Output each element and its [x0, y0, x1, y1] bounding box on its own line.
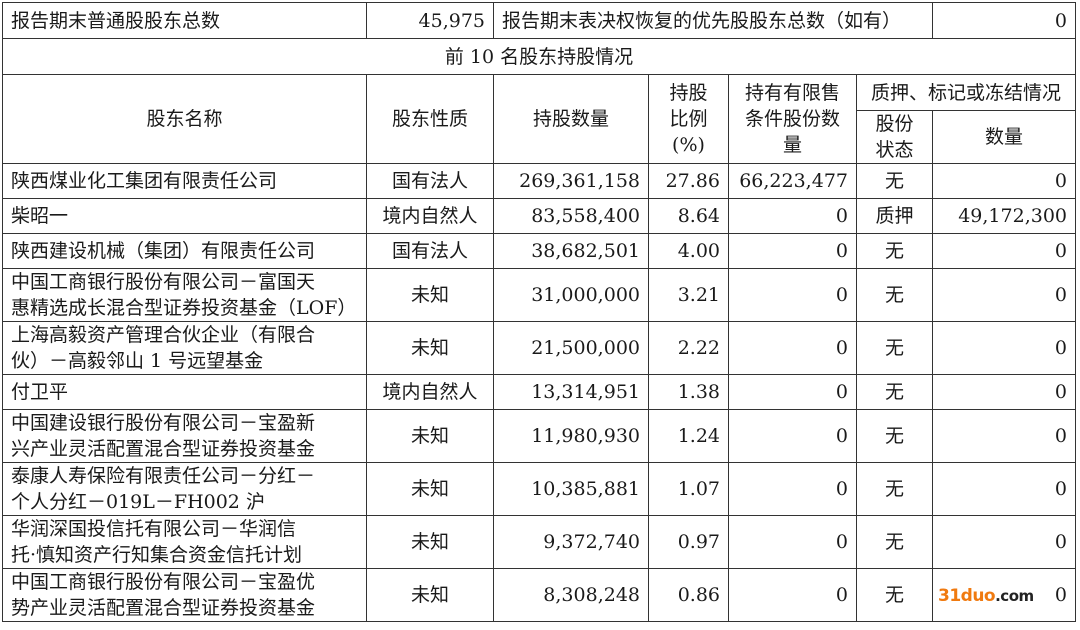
shareholder-nature: 未知 [366, 321, 494, 375]
restricted-shares: 0 [728, 462, 857, 516]
pledge-amount: 0 [932, 568, 1077, 622]
shares-held: 9,372,740 [493, 515, 649, 569]
shareholder-name: 陕西煤业化工集团有限责任公司 [2, 163, 367, 199]
restricted-shares: 0 [728, 233, 857, 269]
shareholder-name: 中国工商银行股份有限公司－宝盈优 势产业灵活配置混合型证券投资基金 [2, 568, 367, 622]
pledge-status: 质押 [855, 198, 934, 234]
table-row: 中国建设银行股份有限公司－宝盈新 兴产业灵活配置混合型证券投资基金 未知 11,98… [2, 409, 1077, 463]
pledge-amount: 0 [932, 374, 1077, 410]
restricted-shares: 0 [728, 198, 857, 234]
pledge-amount: 0 [932, 462, 1077, 516]
shareholder-nature: 境内自然人 [366, 374, 494, 410]
pledge-amount: 0 [932, 515, 1077, 569]
common-holders-label: 报告期末普通股股东总数 [2, 2, 367, 39]
table-row: 付卫平 境内自然人 13,314,951 1.38 0 无 0 [2, 374, 1077, 410]
holding-ratio: 3.21 [648, 268, 729, 322]
holding-ratio: 27.86 [648, 163, 729, 199]
holding-ratio: 0.86 [648, 568, 729, 622]
shareholder-name: 中国工商银行股份有限公司－富国天 惠精选成长混合型证券投资基金（LOF） [2, 268, 367, 322]
holding-ratio: 2.22 [648, 321, 729, 375]
header-pledge-status: 股份状态 [855, 110, 934, 164]
shares-held: 10,385,881 [493, 462, 649, 516]
shares-held: 38,682,501 [493, 233, 649, 269]
preferred-holders-value: 0 [932, 2, 1077, 39]
shares-held: 8,308,248 [493, 568, 649, 622]
table-row: 上海高毅资产管理合伙企业（有限合 伙）－高毅邻山 1 号远望基金 未知 21,500… [2, 321, 1077, 375]
pledge-amount: 49,172,300 [932, 198, 1077, 234]
table-row: 华润深国投信托有限公司－华润信 托·慎知资产行知集合资金信托计划 未知 9,372,… [2, 515, 1077, 569]
shareholder-name: 中国建设银行股份有限公司－宝盈新 兴产业灵活配置混合型证券投资基金 [2, 409, 367, 463]
pledge-status: 无 [855, 268, 934, 322]
shareholder-name: 付卫平 [2, 374, 367, 410]
pledge-status: 无 [855, 233, 934, 269]
shareholder-nature: 未知 [366, 515, 494, 569]
holding-ratio: 8.64 [648, 198, 729, 234]
pledge-status: 无 [855, 462, 934, 516]
restricted-shares: 0 [728, 321, 857, 375]
header-name: 股东名称 [2, 74, 367, 164]
header-pledge-group: 质押、标记或冻结情况 [855, 74, 1077, 111]
shareholder-nature: 国有法人 [366, 163, 494, 199]
shareholder-nature: 未知 [366, 268, 494, 322]
pledge-status: 无 [855, 515, 934, 569]
watermark-logo: 31duo.com [938, 586, 1034, 606]
table-row: 中国工商银行股份有限公司－富国天 惠精选成长混合型证券投资基金（LOF） 未知 31… [2, 268, 1077, 322]
shares-held: 83,558,400 [493, 198, 649, 234]
restricted-shares: 66,223,477 [728, 163, 857, 199]
pledge-amount: 0 [932, 321, 1077, 375]
restricted-shares: 0 [728, 568, 857, 622]
shares-held: 11,980,930 [493, 409, 649, 463]
shareholder-name: 泰康人寿保险有限责任公司－分红－ 个人分红－019L－FH002 沪 [2, 462, 367, 516]
shareholder-nature: 未知 [366, 462, 494, 516]
shareholder-nature: 国有法人 [366, 233, 494, 269]
shareholder-name: 陕西建设机械（集团）有限责任公司 [2, 233, 367, 269]
shareholder-name: 上海高毅资产管理合伙企业（有限合 伙）－高毅邻山 1 号远望基金 [2, 321, 367, 375]
pledge-amount: 0 [932, 163, 1077, 199]
pledge-amount: 0 [932, 233, 1077, 269]
common-holders-value: 45,975 [366, 2, 494, 39]
shareholder-nature: 境内自然人 [366, 198, 494, 234]
pledge-amount: 0 [932, 268, 1077, 322]
shares-held: 269,361,158 [493, 163, 649, 199]
restricted-shares: 0 [728, 409, 857, 463]
header-restricted: 持有有限售条件股份数量 [728, 74, 857, 164]
header-pledge-amount: 数量 [932, 110, 1077, 164]
shareholder-nature: 未知 [366, 568, 494, 622]
preferred-holders-label: 报告期末表决权恢复的优先股股东总数（如有） [492, 2, 934, 39]
restricted-shares: 0 [728, 374, 857, 410]
restricted-shares: 0 [728, 268, 857, 322]
pledge-amount: 0 [932, 409, 1077, 463]
header-shares: 持股数量 [493, 74, 649, 164]
holding-ratio: 0.97 [648, 515, 729, 569]
table-row: 中国工商银行股份有限公司－宝盈优 势产业灵活配置混合型证券投资基金 未知 8,308… [2, 568, 1077, 622]
shares-held: 21,500,000 [493, 321, 649, 375]
shareholder-name: 华润深国投信托有限公司－华润信 托·慎知资产行知集合资金信托计划 [2, 515, 367, 569]
table-row: 陕西建设机械（集团）有限责任公司 国有法人 38,682,501 4.00 0 无 0 [2, 233, 1077, 269]
table-row: 柴昭一 境内自然人 83,558,400 8.64 0 质押 49,172,300 [2, 198, 1077, 234]
shares-held: 31,000,000 [493, 268, 649, 322]
pledge-status: 无 [855, 409, 934, 463]
holding-ratio: 4.00 [648, 233, 729, 269]
holding-ratio: 1.38 [648, 374, 729, 410]
shareholder-nature: 未知 [366, 409, 494, 463]
pledge-status: 无 [855, 568, 934, 622]
table-row: 陕西煤业化工集团有限责任公司 国有法人 269,361,158 27.86 66,223… [2, 163, 1077, 199]
pledge-status: 无 [855, 321, 934, 375]
holding-ratio: 1.24 [648, 409, 729, 463]
shares-held: 13,314,951 [493, 374, 649, 410]
restricted-shares: 0 [728, 515, 857, 569]
section-title: 前 10 名股东持股情况 [1, 38, 1077, 75]
pledge-status: 无 [855, 374, 934, 410]
holding-ratio: 1.07 [648, 462, 729, 516]
header-ratio: 持股比例(%) [648, 74, 729, 164]
table-row: 泰康人寿保险有限责任公司－分红－ 个人分红－019L－FH002 沪未知 10,3… [2, 462, 1077, 516]
header-nature: 股东性质 [366, 74, 494, 164]
shareholder-name: 柴昭一 [2, 198, 367, 234]
pledge-status: 无 [855, 163, 934, 199]
